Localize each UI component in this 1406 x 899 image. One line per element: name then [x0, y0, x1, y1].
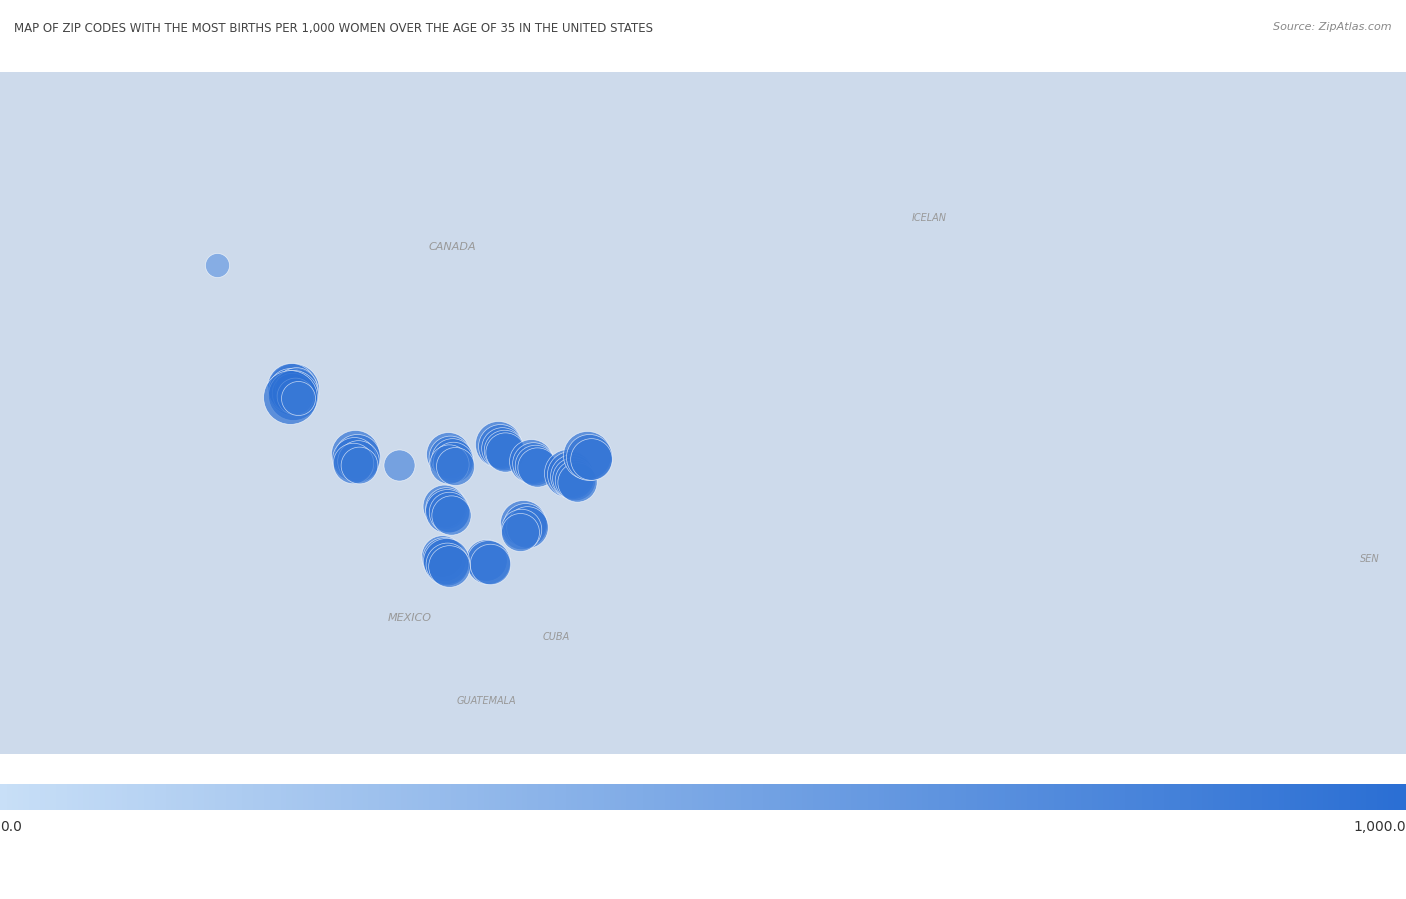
- Point: [287, 391, 309, 405]
- Point: [526, 459, 548, 474]
- Text: SEN: SEN: [1360, 555, 1379, 565]
- Text: CUBA: CUBA: [543, 632, 569, 642]
- Point: [439, 559, 461, 574]
- Point: [579, 451, 602, 466]
- Point: [436, 503, 458, 518]
- Point: [278, 382, 301, 396]
- Text: 1,000.0: 1,000.0: [1354, 820, 1406, 834]
- Point: [491, 441, 513, 455]
- Text: CANADA: CANADA: [429, 243, 477, 253]
- Point: [284, 389, 307, 404]
- Point: [523, 458, 546, 472]
- Point: [347, 454, 370, 468]
- Point: [284, 384, 307, 398]
- Text: 0.0: 0.0: [0, 820, 22, 834]
- Point: [281, 381, 304, 396]
- Point: [349, 458, 371, 472]
- Point: [342, 456, 364, 470]
- Text: MAP OF ZIP CODES WITH THE MOST BIRTHS PER 1,000 WOMEN OVER THE AGE OF 35 IN THE : MAP OF ZIP CODES WITH THE MOST BIRTHS PE…: [14, 22, 652, 35]
- Point: [441, 455, 464, 469]
- Point: [280, 379, 302, 394]
- Point: [440, 451, 463, 466]
- Point: [433, 498, 456, 512]
- Point: [522, 456, 544, 470]
- Point: [478, 557, 501, 572]
- Point: [516, 520, 538, 534]
- Point: [443, 458, 465, 473]
- Point: [512, 516, 534, 530]
- Text: MEXICO: MEXICO: [388, 613, 432, 623]
- Point: [565, 475, 588, 489]
- Point: [489, 439, 512, 453]
- Point: [439, 508, 461, 522]
- Point: [486, 437, 509, 451]
- Text: GUATEMALA: GUATEMALA: [456, 696, 516, 706]
- Point: [561, 469, 583, 484]
- Point: [520, 454, 543, 468]
- Point: [509, 525, 531, 539]
- Point: [344, 447, 367, 461]
- Text: ICELAN: ICELAN: [911, 213, 946, 223]
- Point: [346, 450, 368, 464]
- Point: [430, 549, 453, 564]
- Point: [477, 555, 499, 569]
- Point: [281, 386, 304, 400]
- Point: [205, 258, 228, 272]
- Point: [510, 521, 533, 536]
- Point: [437, 447, 460, 461]
- Point: [436, 557, 458, 572]
- Point: [434, 501, 457, 515]
- Point: [564, 473, 586, 487]
- Point: [492, 443, 515, 458]
- Point: [475, 553, 498, 567]
- Point: [558, 467, 581, 482]
- Point: [433, 552, 456, 566]
- Point: [280, 390, 302, 405]
- Point: [576, 448, 599, 462]
- Point: [494, 445, 516, 459]
- Point: [439, 450, 461, 464]
- Point: [387, 458, 409, 472]
- Text: Source: ZipAtlas.com: Source: ZipAtlas.com: [1274, 22, 1392, 32]
- Point: [578, 450, 600, 464]
- Point: [513, 518, 536, 532]
- Point: [283, 387, 305, 402]
- Point: [557, 466, 579, 480]
- Point: [343, 451, 366, 466]
- Point: [437, 505, 460, 520]
- Point: [285, 380, 308, 395]
- Point: [562, 471, 585, 485]
- Point: [437, 457, 460, 471]
- Point: [434, 554, 457, 568]
